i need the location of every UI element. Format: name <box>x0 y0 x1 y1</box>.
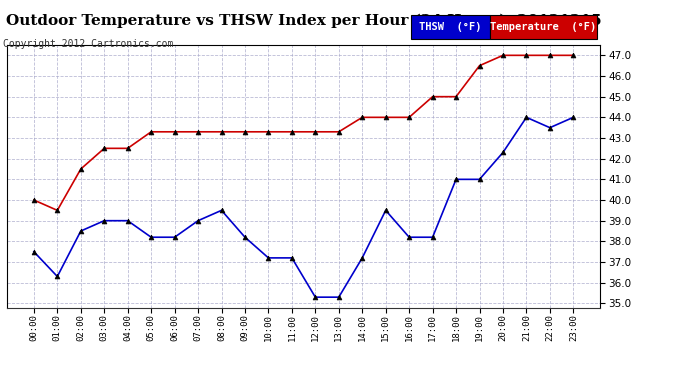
Text: THSW  (°F): THSW (°F) <box>419 22 482 32</box>
Text: Temperature  (°F): Temperature (°F) <box>491 22 596 32</box>
Text: Outdoor Temperature vs THSW Index per Hour (24 Hours)  20121215: Outdoor Temperature vs THSW Index per Ho… <box>6 13 602 27</box>
Text: Copyright 2012 Cartronics.com: Copyright 2012 Cartronics.com <box>3 39 174 50</box>
